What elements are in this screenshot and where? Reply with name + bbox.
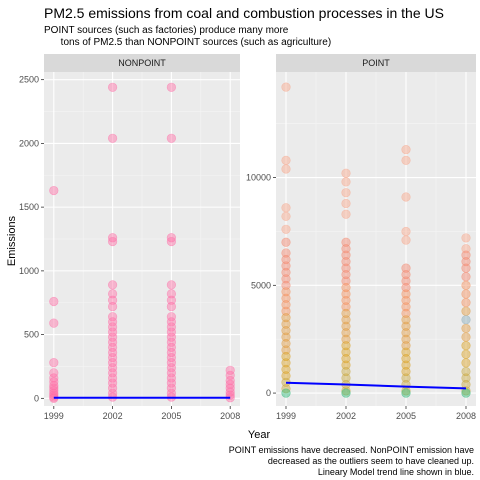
data-point	[462, 324, 471, 333]
data-point	[50, 186, 59, 195]
y-tick-label: 2500	[19, 75, 39, 85]
x-tick-label: 2008	[456, 411, 476, 421]
data-point	[462, 333, 471, 342]
data-point	[462, 350, 471, 359]
y-axis-ticks-nonpoint: 0 500 1000 1500 2000 2500	[19, 75, 44, 404]
data-point	[167, 237, 176, 246]
data-point	[167, 302, 176, 311]
y-tick-label: 5000	[251, 280, 271, 290]
data-point	[462, 290, 471, 299]
data-point	[282, 225, 291, 234]
data-point	[282, 156, 291, 165]
data-point	[462, 359, 471, 368]
data-point	[342, 178, 351, 187]
data-point	[462, 272, 471, 281]
x-tick-label: 2002	[336, 411, 356, 421]
data-point	[282, 165, 291, 174]
x-tick-label: 2005	[161, 411, 181, 421]
data-point	[50, 358, 59, 367]
data-point	[282, 238, 291, 247]
x-tick-label: 1999	[276, 411, 296, 421]
data-point	[462, 234, 471, 243]
x-axis-title: Year	[248, 429, 271, 441]
y-axis-title: Emissions	[6, 215, 18, 266]
data-point	[167, 83, 176, 92]
data-point	[108, 83, 117, 92]
data-point	[462, 316, 471, 325]
facet-nonpoint: NONPOINT 0 500 1000 1500 2000 2500 1999 2002 20…	[19, 54, 240, 421]
data-point	[462, 298, 471, 307]
data-point	[167, 281, 176, 290]
data-point	[282, 389, 291, 398]
x-tick-label: 2005	[396, 411, 416, 421]
data-point	[462, 389, 471, 398]
data-point	[462, 307, 471, 316]
data-point	[402, 236, 411, 245]
data-point	[282, 212, 291, 221]
y-tick-label: 500	[24, 330, 39, 340]
x-axis-ticks-nonpoint: 1999 2002 2005 2008	[44, 406, 240, 421]
data-point	[108, 281, 117, 290]
y-tick-label: 1000	[19, 266, 39, 276]
y-tick-label: 0	[34, 393, 39, 403]
data-point	[402, 227, 411, 236]
data-point	[342, 210, 351, 219]
x-tick-label: 2002	[103, 411, 123, 421]
y-tick-label: 10000	[246, 173, 271, 183]
facet-point: POINT 0 5000 10000 1999 2002 2005 2008	[246, 54, 476, 421]
facet-strip-label-nonpoint: NONPOINT	[118, 58, 166, 68]
data-point	[342, 169, 351, 178]
chart-caption: POINT emissions have decreased. NonPOINT…	[229, 445, 474, 478]
data-point	[402, 145, 411, 154]
facet-strip-label-point: POINT	[362, 58, 390, 68]
data-point	[462, 281, 471, 290]
x-tick-label: 1999	[44, 411, 64, 421]
data-point	[108, 302, 117, 311]
data-point	[282, 203, 291, 212]
data-point	[462, 264, 471, 273]
data-point	[108, 134, 117, 143]
data-point	[50, 297, 59, 306]
x-tick-label: 2008	[220, 411, 240, 421]
data-point	[342, 188, 351, 197]
y-tick-label: 1500	[19, 202, 39, 212]
data-point	[402, 193, 411, 202]
data-point	[462, 341, 471, 350]
data-point	[342, 199, 351, 208]
data-point	[402, 389, 411, 398]
y-axis-ticks-point: 0 5000 10000	[246, 173, 276, 398]
x-axis-ticks-point: 1999 2002 2005 2008	[276, 406, 476, 421]
y-tick-label: 2000	[19, 138, 39, 148]
y-tick-label: 0	[266, 388, 271, 398]
data-point	[167, 134, 176, 143]
data-point	[342, 389, 351, 398]
data-point	[282, 83, 291, 92]
data-point	[108, 237, 117, 246]
data-point	[50, 319, 59, 328]
data-point	[402, 156, 411, 165]
